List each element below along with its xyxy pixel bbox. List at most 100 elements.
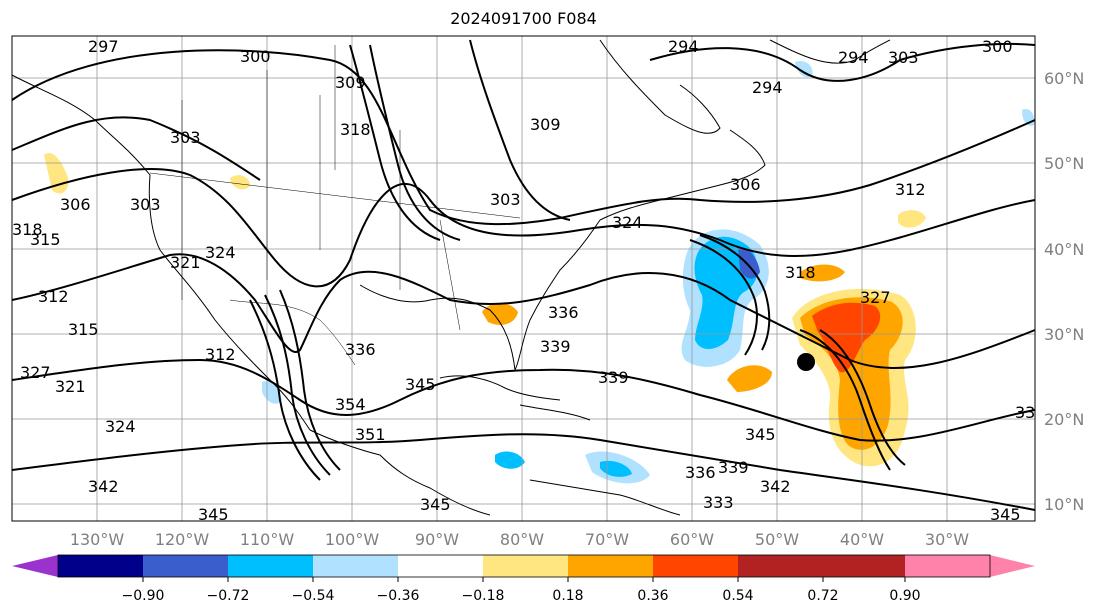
lon-label: 70°W xyxy=(585,530,629,549)
contour-label: 303 xyxy=(170,128,201,147)
storm-center-marker xyxy=(797,353,815,371)
lon-label: 40°W xyxy=(840,530,884,549)
contour-label: 324 xyxy=(105,417,136,436)
colorbar-segment xyxy=(568,555,653,577)
negative-anomaly-max xyxy=(738,247,760,279)
latitude-labels: 60°N 50°N 40°N 30°N 20°N 10°N xyxy=(1044,69,1084,514)
colorbar-tick-label: −0.54 xyxy=(292,588,335,604)
colorbar-segment xyxy=(738,555,823,577)
positive-anomaly-max xyxy=(812,302,881,373)
contour-label: 309 xyxy=(335,73,366,92)
contour-label: 309 xyxy=(530,115,561,134)
contour-label: 33 xyxy=(1015,403,1035,422)
contour-label: 351 xyxy=(355,425,386,444)
contour-label: 312 xyxy=(205,345,236,364)
colorbar-tick-label: 0.90 xyxy=(889,588,920,604)
colorbar-tick-label: 0.18 xyxy=(552,588,583,604)
contour-label: 318 xyxy=(340,120,371,139)
longitude-labels: 130°W 120°W 110°W 100°W 90°W 80°W 70°W 6… xyxy=(70,530,969,549)
colorbar-segment xyxy=(653,555,738,577)
contour-label: 345 xyxy=(198,505,229,524)
colorbar-tick-label: −0.90 xyxy=(122,588,165,604)
lon-label: 80°W xyxy=(500,530,544,549)
contour-label: 345 xyxy=(405,375,436,394)
contour-label: 321 xyxy=(55,377,86,396)
lon-label: 100°W xyxy=(325,530,380,549)
colorbar-tick-label: −0.36 xyxy=(377,588,420,604)
lon-label: 30°W xyxy=(925,530,969,549)
colorbar: −0.90 −0.72 −0.54 −0.36 −0.18 0.18 0.36 … xyxy=(12,554,1035,604)
height-contours xyxy=(11,39,1036,511)
lon-label: 110°W xyxy=(240,530,295,549)
contour-label: 342 xyxy=(88,477,119,496)
lon-label: 60°W xyxy=(670,530,714,549)
colorbar-tick-label: −0.18 xyxy=(462,588,505,604)
contour-label: 306 xyxy=(730,175,761,194)
lon-label: 130°W xyxy=(70,530,125,549)
contour-label: 336 xyxy=(548,303,579,322)
contour-label: 336 xyxy=(685,463,716,482)
contour-label: 339 xyxy=(598,368,629,387)
colorbar-segment xyxy=(313,555,398,577)
contour-labels: 297 300 309 294 294 303 300 294 303 318 … xyxy=(12,37,1035,524)
colorbar-segment xyxy=(823,555,905,577)
contour-label: 294 xyxy=(838,48,869,67)
contour-label: 300 xyxy=(240,47,271,66)
contour-label: 333 xyxy=(703,493,734,512)
contour-label: 345 xyxy=(420,495,451,514)
lat-label: 40°N xyxy=(1044,240,1084,259)
lat-label: 60°N xyxy=(1044,69,1084,88)
graticule xyxy=(12,36,1035,521)
contour-label: 300 xyxy=(982,37,1013,56)
contour-label: 324 xyxy=(612,213,643,232)
colorbar-segment xyxy=(58,555,143,577)
lat-label: 50°N xyxy=(1044,154,1084,173)
colorbar-segment xyxy=(483,555,568,577)
colorbar-tick-label: 0.54 xyxy=(722,588,753,604)
colorbar-outline xyxy=(57,554,991,578)
colorbar-segment xyxy=(398,555,483,577)
contour-label: 336 xyxy=(345,340,376,359)
contour-label: 324 xyxy=(205,243,236,262)
lon-label: 120°W xyxy=(155,530,210,549)
colorbar-extend-right xyxy=(990,555,1035,577)
contour-label: 345 xyxy=(745,425,776,444)
contour-label: 339 xyxy=(540,337,571,356)
contour-label: 315 xyxy=(68,320,99,339)
contour-label: 312 xyxy=(895,180,926,199)
contour-label: 297 xyxy=(88,37,119,56)
colorbar-extend-left xyxy=(12,555,58,577)
colorbar-segment xyxy=(905,555,990,577)
lat-label: 20°N xyxy=(1044,410,1084,429)
colorbar-tick-label: −0.72 xyxy=(207,588,250,604)
contour-label: 345 xyxy=(990,505,1021,524)
contour-label: 306 xyxy=(60,195,91,214)
colorbar-segment xyxy=(143,555,228,577)
colorbar-tick-label: 0.72 xyxy=(807,588,838,604)
map-title: 2024091700 F084 xyxy=(450,9,597,28)
contour-label: 303 xyxy=(490,190,521,209)
contour-label: 294 xyxy=(752,78,783,97)
contour-label: 354 xyxy=(335,395,366,414)
contour-label: 303 xyxy=(130,195,161,214)
lon-label: 90°W xyxy=(415,530,459,549)
lat-label: 10°N xyxy=(1044,495,1084,514)
colorbar-tick-label: 0.36 xyxy=(637,588,668,604)
contour-label: 303 xyxy=(888,48,919,67)
positive-anomaly-small xyxy=(727,365,772,392)
colorbar-segment xyxy=(228,555,313,577)
contour-label: 342 xyxy=(760,477,791,496)
lon-label: 50°W xyxy=(755,530,799,549)
contour-label: 327 xyxy=(860,288,891,307)
colorbar-ticks xyxy=(142,577,906,582)
contour-label: 312 xyxy=(38,287,69,306)
contour-label: 318 xyxy=(785,263,816,282)
contour-label: 339 xyxy=(718,458,749,477)
map-frame xyxy=(11,35,1036,522)
contour-label: 315 xyxy=(30,230,61,249)
contour-label: 318 xyxy=(12,220,43,239)
contour-label: 321 xyxy=(170,253,201,272)
contour-label: 327 xyxy=(20,363,51,382)
lat-label: 30°N xyxy=(1044,325,1084,344)
